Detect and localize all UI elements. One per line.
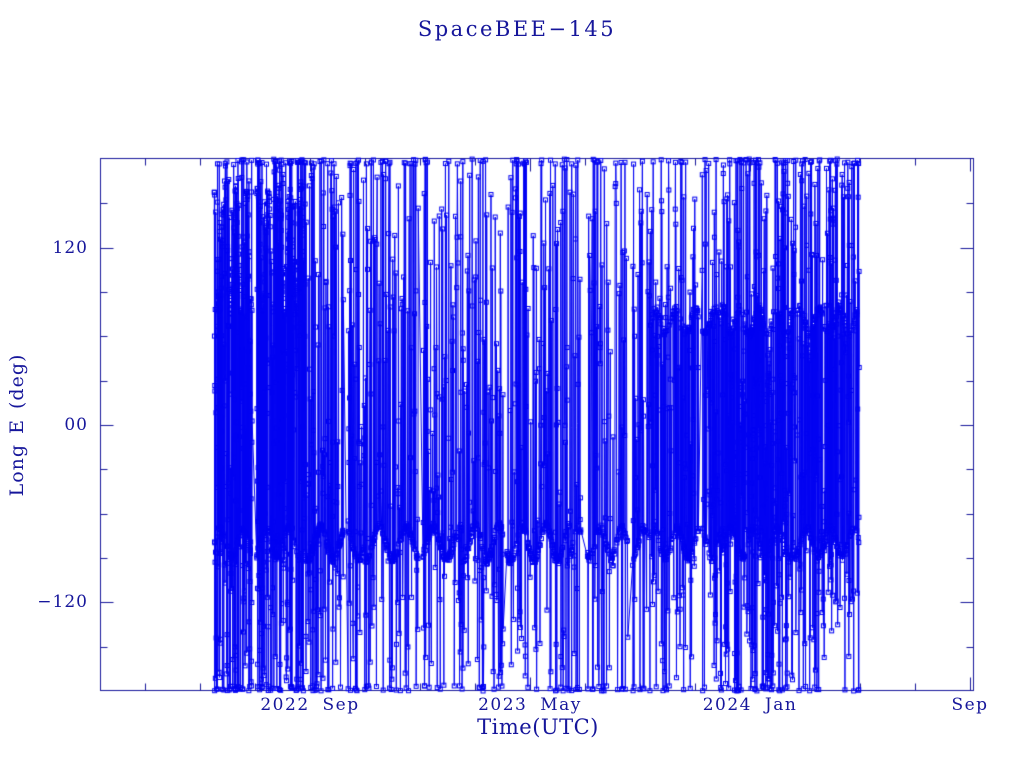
y-tick-label-120: 120 [52,237,88,258]
x-tick-label-2024-sep: Sep [951,695,989,715]
x-tick-label-2024-jan: 2024 Jan [702,695,798,715]
y-tick-label-0: 00 [64,415,88,435]
chart-title: SpaceBEE−145 [417,17,617,41]
y-axis-title: Long E (deg) [6,353,28,497]
x-axis-title: Time(UTC) [477,715,599,739]
x-tick-label-2023-may: 2023 May [478,695,582,715]
x-tick-label-2022-sep: 2022 Sep [260,695,360,715]
y-tick-label-minus120: −120 [37,592,88,613]
